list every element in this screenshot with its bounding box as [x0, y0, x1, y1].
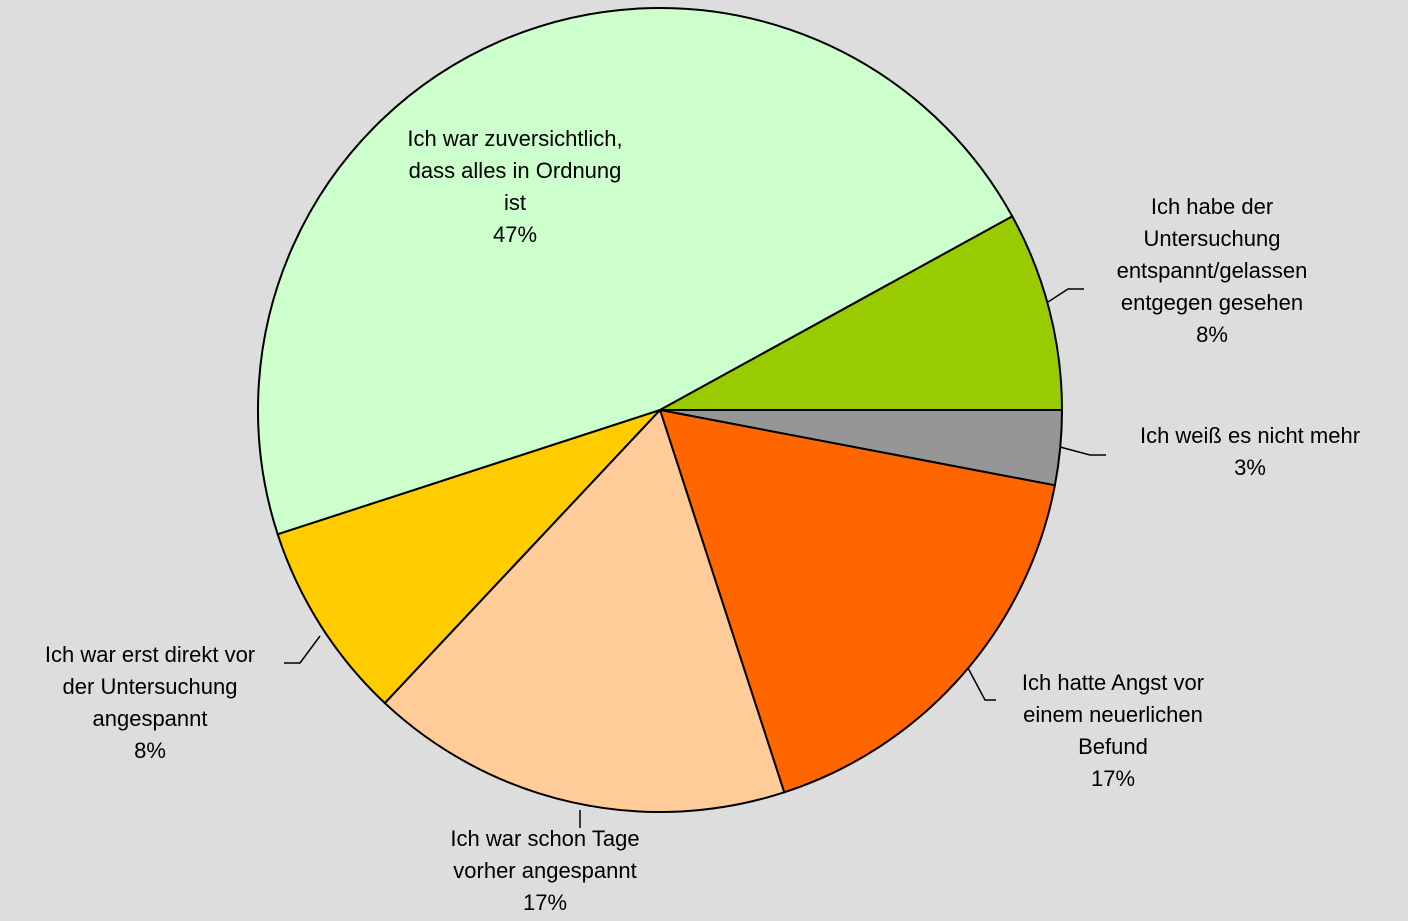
slice-label: Ich hatte Angst vor einem neuerlichen Befu…	[1022, 670, 1204, 759]
leader-line	[1059, 446, 1106, 456]
leader-line	[967, 667, 996, 701]
value-label: 17%	[1091, 766, 1135, 791]
pie-slice	[257, 6, 1014, 536]
slice-label: Ich war erst direkt vor der Untersuchung a…	[45, 642, 255, 731]
pie-slice	[276, 409, 661, 705]
value-label: 3%	[1234, 455, 1266, 480]
slice-label: Ich war schon Tage vorher angespannt	[450, 826, 639, 883]
value-label: 17%	[523, 890, 567, 915]
slice-label: Ich habe der Untersuchung entspannt/gelass…	[1117, 194, 1308, 315]
slice-label: Ich weiß es nicht mehr	[1140, 423, 1360, 448]
slice-label: Ich war zuversichtlich, dass alles in Ord…	[407, 126, 622, 215]
leader-line	[1047, 288, 1084, 303]
value-label: 47%	[493, 222, 537, 247]
pie-slice	[659, 214, 1064, 411]
value-label: 8%	[1196, 322, 1228, 347]
pie-slice	[658, 408, 1057, 794]
leader-line	[284, 635, 321, 664]
pie-slice	[383, 408, 786, 813]
value-label: 8%	[134, 738, 166, 763]
